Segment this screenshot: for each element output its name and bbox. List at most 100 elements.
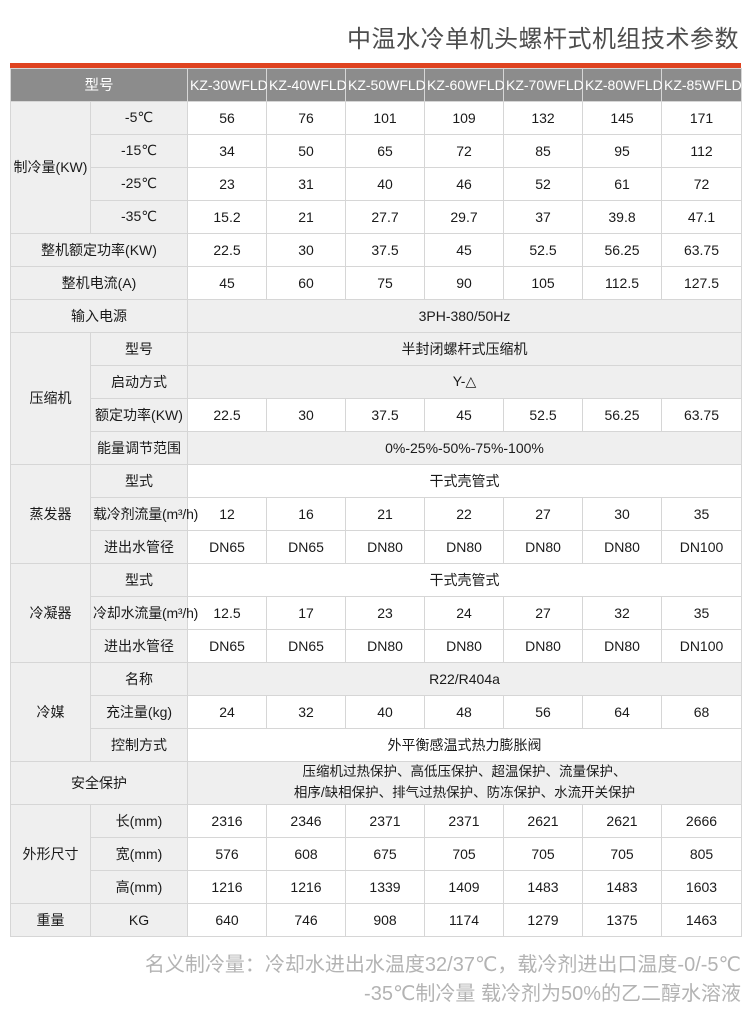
row-label-cooling-15: -15℃ [90,133,188,168]
cell-condenser-pipe-4: DN80 [503,628,583,663]
cell-height-5: 1483 [582,869,662,904]
cell-cooling-25-5: 61 [582,166,662,201]
cell-compressor-power-5: 56.25 [582,397,662,432]
row-label-power-supply: 输入电源 [10,298,188,333]
cell-condenser-flow-1: 17 [266,595,346,630]
cell-length-0: 2316 [187,803,267,838]
cell-cooling-15-5: 95 [582,133,662,168]
cell-height-2: 1339 [345,869,425,904]
cell-rated-power-2: 37.5 [345,232,425,267]
header-model-2: KZ-50WFLD [345,67,426,102]
cell-condenser-pipe-2: DN80 [345,628,425,663]
cell-weight-6: 1463 [661,902,742,937]
row-label-refrigerant-charge: 充注量(kg) [90,694,188,729]
table-row: 载冷剂流量(m³/h) 12 16 21 22 27 30 35 [11,496,742,531]
table-row: 充注量(kg) 24 32 40 48 56 64 68 [11,694,742,729]
cell-evaporator-type-value: 干式壳管式 [187,463,742,498]
row-label-evaporator-flow: 载冷剂流量(m³/h) [90,496,198,531]
table-row: 安全保护 压缩机过热保护、高低压保护、超温保护、流量保护、 相序/缺相保护、排气… [10,760,742,805]
cell-rated-current-4: 105 [503,265,583,300]
cell-cooling-5-3: 109 [424,100,504,135]
table-row: 控制方式 外平衡感温式热力膨胀阀 [11,727,742,762]
cell-rated-current-6: 127.5 [661,265,742,300]
cell-evaporator-flow-1: 16 [266,496,346,531]
table-row: 压缩机 型号 半封闭螺杆式压缩机 [10,331,742,465]
table-header-row: 型号 KZ-30WFLD KZ-40WFLD KZ-50WFLD KZ-60WF… [10,67,742,102]
cell-evaporator-flow-6: 35 [661,496,742,531]
cell-cooling-35-2: 27.7 [345,199,425,234]
footnote-line-1: 名义制冷量：冷却水进出水温度32/37℃，载冷剂进出口温度-0/-5℃ [144,953,741,976]
cell-evaporator-pipe-1: DN65 [266,529,346,564]
cell-rated-power-1: 30 [266,232,346,267]
row-label-rated-power: 整机额定功率(KW) [10,232,188,267]
row-label-condenser-flow: 冷却水流量(m³/h) [90,595,198,630]
header-model-5: KZ-80WFLD [582,67,663,102]
table-row: 整机额定功率(KW) 22.5 30 37.5 45 52.5 56.25 63… [10,232,742,267]
row-label-weight-unit: KG [90,902,188,937]
table-row: -25℃ 23 31 40 46 52 61 72 [11,166,742,201]
cell-width-3: 705 [424,836,504,871]
cell-evaporator-pipe-4: DN80 [503,529,583,564]
safety-line-1: 压缩机过热保护、高低压保护、超温保护、流量保护、 [302,763,627,779]
cell-refrigerant-charge-1: 32 [266,694,346,729]
table-row: 冷却水流量(m³/h) 12.5 17 23 24 27 32 35 [11,595,742,630]
footnote: 名义制冷量：冷却水进出水温度32/37℃，载冷剂进出口温度-0/-5℃ -35℃… [0,951,741,1009]
header-model: 型号 [10,67,188,102]
row-label-dimension-length: 长(mm) [90,803,188,838]
row-label-compressor-rated-power: 额定功率(KW) [90,397,188,432]
cell-cooling-5-1: 76 [266,100,346,135]
cell-condenser-pipe-1: DN65 [266,628,346,663]
table-row: 重量 KG 640 746 908 1174 1279 1375 1463 [10,902,742,937]
cell-compressor-power-4: 52.5 [503,397,583,432]
row-label-compressor-model: 型号 [90,331,188,366]
group-label-refrigerant: 冷媒 [10,661,91,762]
table-row: 进出水管径 DN65 DN65 DN80 DN80 DN80 DN80 DN10… [11,628,742,663]
cell-rated-current-1: 60 [266,265,346,300]
table-row: 冷凝器 型式 干式壳管式 [10,562,742,663]
cell-evaporator-flow-4: 27 [503,496,583,531]
cell-rated-power-4: 52.5 [503,232,583,267]
cell-power-supply-value: 3PH-380/50Hz [187,298,742,333]
cell-evaporator-flow-5: 30 [582,496,662,531]
group-label-weight: 重量 [10,902,91,937]
cell-compressor-power-0: 22.5 [187,397,267,432]
table-row: 输入电源 3PH-380/50Hz [10,298,742,333]
cell-compressor-power-3: 45 [424,397,504,432]
cell-cooling-15-6: 112 [661,133,742,168]
row-label-compressor-capacity-range: 能量调节范围 [90,430,188,465]
cell-compressor-power-2: 37.5 [345,397,425,432]
cell-cooling-15-0: 34 [187,133,267,168]
cell-weight-1: 746 [266,902,346,937]
cell-height-0: 1216 [187,869,267,904]
cell-length-2: 2371 [345,803,425,838]
cell-rated-current-5: 112.5 [582,265,662,300]
table-row: 启动方式 Y-△ [11,364,742,399]
header-model-6: KZ-85WFLD [661,67,742,102]
cell-refrigerant-name-value: R22/R404a [187,661,742,696]
cell-rated-power-6: 63.75 [661,232,742,267]
cell-condenser-pipe-3: DN80 [424,628,504,663]
row-label-rated-current: 整机电流(A) [10,265,188,300]
cell-cooling-5-5: 145 [582,100,662,135]
cell-cooling-35-0: 15.2 [187,199,267,234]
group-label-compressor: 压缩机 [10,331,91,465]
cell-compressor-model-value: 半封闭螺杆式压缩机 [187,331,742,366]
cell-length-3: 2371 [424,803,504,838]
cell-condenser-pipe-0: DN65 [187,628,267,663]
cell-width-0: 576 [187,836,267,871]
cell-width-2: 675 [345,836,425,871]
cell-cooling-15-4: 85 [503,133,583,168]
group-label-cooling-capacity: 制冷量(KW) [10,100,91,234]
cell-height-4: 1483 [503,869,583,904]
cell-cooling-5-2: 101 [345,100,425,135]
cell-condenser-flow-4: 27 [503,595,583,630]
cell-cooling-25-4: 52 [503,166,583,201]
cell-condenser-flow-6: 35 [661,595,742,630]
cell-cooling-25-3: 46 [424,166,504,201]
cell-compressor-capacity-range-value: 0%-25%-50%-75%-100% [187,430,742,465]
specification-table: 型号 KZ-30WFLD KZ-40WFLD KZ-50WFLD KZ-60WF… [10,67,742,937]
cell-length-1: 2346 [266,803,346,838]
cell-evaporator-flow-3: 22 [424,496,504,531]
cell-cooling-5-4: 132 [503,100,583,135]
